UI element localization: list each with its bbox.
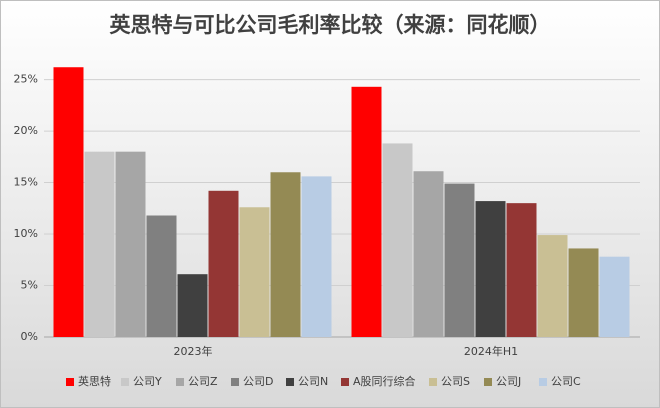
- bar: [382, 143, 413, 337]
- legend-label: A股同行综合: [353, 374, 416, 388]
- y-tick-label: 5%: [21, 279, 38, 292]
- y-tick-label: 25%: [14, 73, 38, 86]
- chart-title: 英思特与可比公司毛利率比较（来源：同花顺）: [110, 13, 551, 37]
- x-tick-label: 2024年H1: [464, 344, 518, 358]
- legend-label: 公司D: [243, 375, 273, 388]
- y-tick-label: 10%: [14, 227, 38, 240]
- legend-swatch: [231, 378, 239, 386]
- bar: [475, 201, 506, 337]
- y-tick-label: 20%: [14, 124, 38, 137]
- legend-label: 公司Z: [188, 375, 218, 388]
- bar: [115, 151, 146, 337]
- legend-swatch: [176, 378, 184, 386]
- bar: [537, 235, 568, 337]
- legend-swatch: [66, 378, 74, 386]
- legend-label: 公司J: [496, 375, 521, 388]
- y-tick-label: 15%: [14, 176, 38, 189]
- legend-swatch: [484, 378, 492, 386]
- legend-label: 公司C: [551, 375, 581, 388]
- bar: [146, 215, 177, 337]
- legend-swatch: [121, 378, 129, 386]
- legend-swatch: [341, 378, 349, 386]
- bar: [506, 203, 537, 337]
- x-tick-label: 2023年: [174, 344, 213, 358]
- bar: [177, 274, 208, 337]
- bar: [208, 190, 239, 337]
- legend-label: 公司N: [298, 375, 328, 388]
- bar: [599, 256, 630, 337]
- legend-label: 公司S: [441, 375, 470, 388]
- bar: [568, 248, 599, 337]
- legend-label: 公司Y: [133, 375, 162, 388]
- bar: [239, 207, 270, 337]
- bar: [53, 67, 84, 338]
- bar: [413, 171, 444, 337]
- legend-swatch: [429, 378, 437, 386]
- legend-label: 英思特: [78, 374, 111, 388]
- bar: [84, 151, 115, 337]
- bar: [301, 176, 332, 337]
- legend-swatch: [286, 378, 294, 386]
- bar: [351, 86, 382, 337]
- bar: [444, 183, 475, 337]
- legend-swatch: [539, 378, 547, 386]
- bar: [270, 172, 301, 337]
- y-tick-label: 0%: [21, 330, 38, 343]
